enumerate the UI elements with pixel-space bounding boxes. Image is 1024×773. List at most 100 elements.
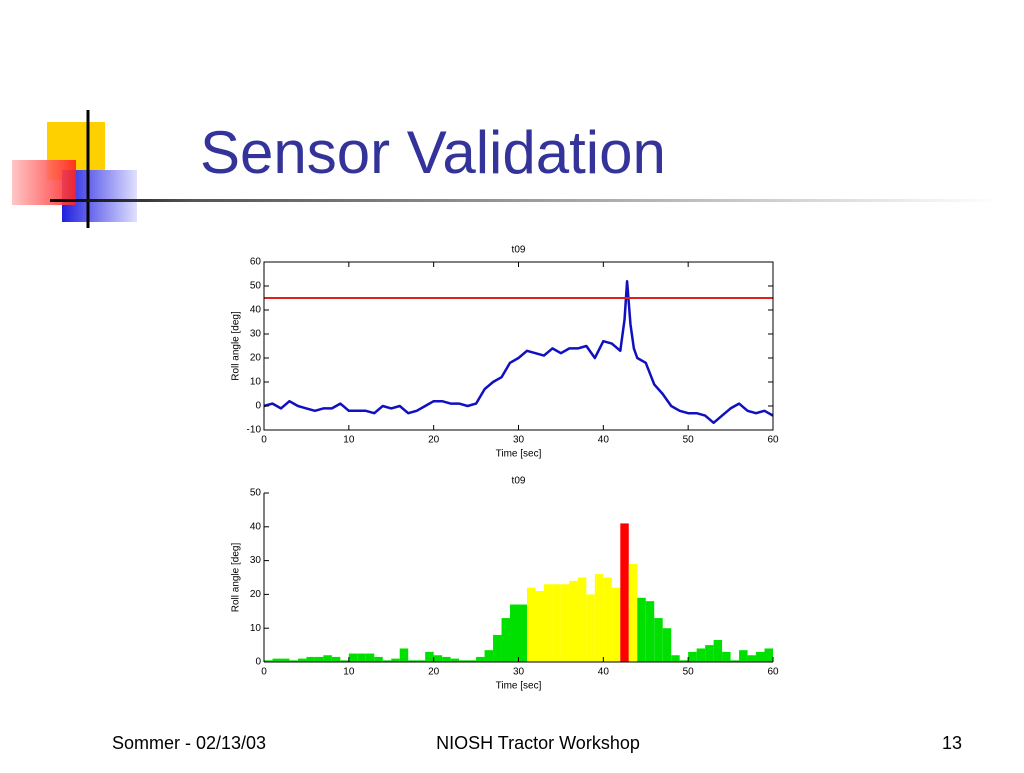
x-tick-label: 20	[428, 435, 440, 446]
x-tick-label: 40	[598, 667, 610, 678]
bar	[671, 655, 680, 662]
y-tick-label: 0	[255, 401, 261, 412]
data-line	[263, 279, 774, 425]
bar	[594, 574, 604, 662]
bar	[442, 656, 451, 662]
bar	[662, 628, 672, 662]
bar	[560, 584, 570, 662]
x-tick-label: 30	[513, 435, 525, 446]
bar	[467, 660, 477, 662]
bar	[272, 658, 281, 662]
bar	[518, 604, 527, 662]
bar	[526, 587, 536, 662]
y-tick-label: 10	[250, 623, 262, 634]
bar	[425, 651, 434, 662]
x-tick-label: 40	[598, 435, 610, 446]
bar	[391, 658, 400, 662]
bar	[611, 587, 621, 662]
y-tick-label: 60	[250, 257, 262, 268]
bar	[586, 594, 595, 662]
x-tick-label: 60	[767, 435, 779, 446]
bar	[289, 660, 298, 662]
bar	[408, 660, 417, 662]
bar	[297, 658, 307, 662]
x-tick-label: 10	[343, 667, 355, 678]
bar	[264, 660, 273, 662]
bar	[382, 660, 392, 662]
bar	[696, 648, 706, 662]
bar	[722, 651, 731, 662]
bar	[577, 577, 587, 662]
x-tick-label: 10	[343, 435, 355, 446]
y-axis-label: Roll angle [deg]	[231, 311, 242, 381]
bar	[476, 656, 485, 662]
y-axis-label: Roll angle [deg]	[231, 543, 242, 613]
bar	[340, 660, 349, 662]
bar	[399, 648, 409, 662]
bar	[280, 658, 290, 662]
footer-center: NIOSH Tractor Workshop	[436, 733, 640, 753]
bar	[654, 618, 663, 662]
bar	[450, 658, 460, 662]
x-tick-label: 60	[767, 667, 779, 678]
x-axis-label: Time [sec]	[496, 449, 542, 460]
bar	[739, 650, 748, 662]
y-tick-label: 40	[250, 305, 262, 316]
bar	[756, 651, 765, 662]
bar	[747, 655, 757, 662]
bar	[730, 660, 740, 662]
bar	[416, 660, 426, 662]
title-underline	[50, 199, 1000, 202]
bar	[569, 580, 578, 662]
x-axis-label: Time [sec]	[496, 681, 542, 692]
bar	[433, 655, 443, 662]
y-tick-label: 50	[250, 281, 262, 292]
bar	[331, 656, 341, 662]
bar	[501, 618, 511, 662]
y-tick-label: 30	[250, 329, 262, 340]
bar	[603, 577, 612, 662]
footer-right: 13	[942, 733, 962, 753]
y-tick-label: -10	[247, 425, 262, 436]
bar	[484, 650, 494, 662]
slide-title: Sensor Validation	[200, 119, 666, 186]
bar	[493, 634, 502, 662]
x-tick-label: 50	[683, 435, 695, 446]
bar	[357, 653, 366, 662]
chart-title: t09	[512, 476, 526, 487]
x-tick-label: 30	[513, 667, 525, 678]
footer-left: Sommer - 02/13/03	[112, 733, 266, 753]
bar	[323, 655, 332, 662]
bar	[459, 660, 468, 662]
bar	[306, 656, 315, 662]
y-tick-label: 20	[250, 353, 262, 364]
bar	[552, 584, 561, 662]
bar	[764, 648, 773, 662]
bar	[688, 651, 697, 662]
y-tick-label: 0	[255, 657, 261, 668]
chart-title: t09	[512, 245, 526, 256]
y-tick-label: 40	[250, 521, 262, 532]
y-tick-label: 20	[250, 589, 262, 600]
y-tick-label: 10	[250, 377, 262, 388]
bar	[365, 653, 375, 662]
bar	[705, 645, 714, 662]
y-tick-label: 50	[250, 488, 262, 499]
bar	[510, 604, 519, 662]
bar	[628, 563, 638, 662]
bar	[535, 591, 544, 662]
bar	[645, 601, 655, 662]
bar	[314, 656, 324, 662]
bar	[543, 584, 553, 662]
x-tick-label: 0	[261, 435, 267, 446]
x-tick-label: 0	[261, 667, 267, 678]
x-tick-label: 20	[428, 667, 440, 678]
y-tick-label: 30	[250, 555, 262, 566]
bar	[374, 656, 383, 662]
bar	[620, 523, 629, 662]
bar	[637, 597, 646, 662]
deco-red	[12, 160, 76, 205]
bar	[713, 640, 723, 662]
bar	[679, 660, 689, 662]
